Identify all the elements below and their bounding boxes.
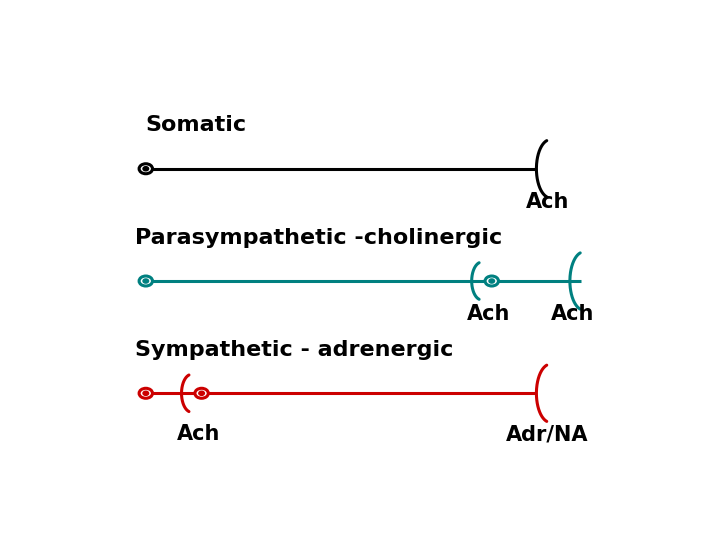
Text: Ach: Ach (467, 304, 510, 324)
Text: Parasympathetic -cholinergic: Parasympathetic -cholinergic (135, 228, 502, 248)
Circle shape (143, 391, 148, 395)
Text: Ach: Ach (177, 424, 220, 444)
Text: Sympathetic - adrenergic: Sympathetic - adrenergic (135, 340, 453, 360)
Circle shape (139, 388, 153, 399)
Circle shape (139, 276, 153, 286)
Text: Ach: Ach (551, 304, 594, 324)
Circle shape (143, 167, 148, 171)
Text: Ach: Ach (526, 192, 570, 212)
Text: Adr/NA: Adr/NA (506, 424, 589, 444)
Circle shape (139, 164, 153, 174)
Circle shape (195, 388, 208, 399)
Circle shape (199, 391, 204, 395)
Circle shape (489, 279, 495, 283)
Circle shape (143, 279, 148, 283)
Circle shape (485, 276, 498, 286)
Text: Somatic: Somatic (145, 116, 247, 136)
